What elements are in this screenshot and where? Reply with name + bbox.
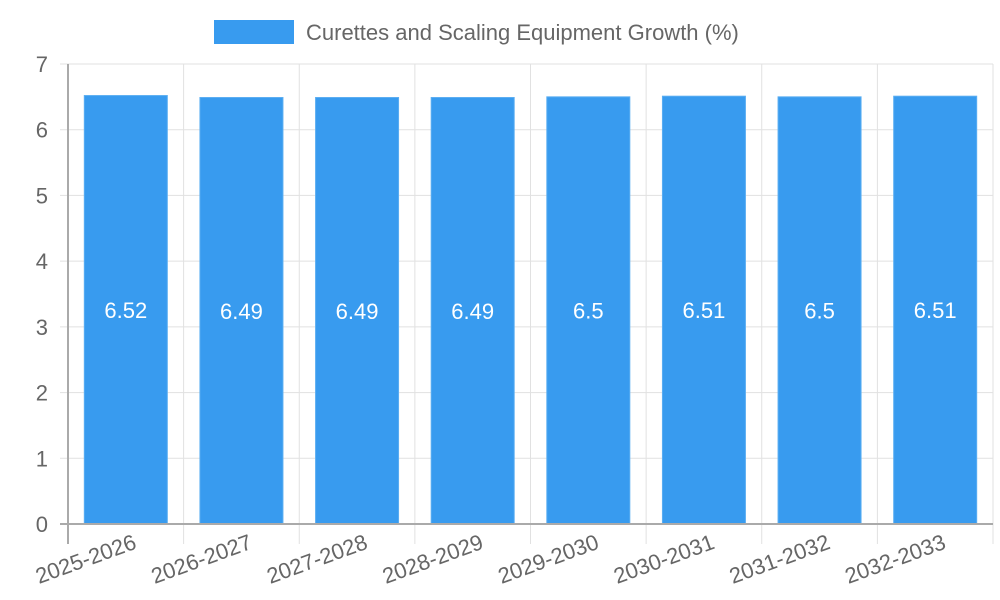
bar-value-label: 6.51 [914,298,957,323]
bar[interactable] [315,97,400,525]
bar[interactable] [83,95,168,525]
y-tick-label: 1 [36,446,48,471]
bar[interactable] [777,96,862,525]
x-tick-label: 2025-2026 [32,529,139,588]
y-tick-label: 4 [36,249,48,274]
bar-value-label: 6.51 [683,298,726,323]
y-tick-label: 2 [36,381,48,406]
y-tick-label: 7 [36,52,48,77]
bars: 6.52 6.49 6.49 6.49 6.5 6.51 6.5 6.51 [83,95,978,525]
bar-value-label: 6.52 [104,298,147,323]
axes [60,64,993,544]
x-tick-label: 2029-2030 [495,529,602,588]
x-tick-label: 2032-2033 [841,529,948,588]
bar-value-label: 6.49 [220,299,263,324]
x-tick-label: 2028-2029 [379,529,486,588]
x-axis-ticks: 2025-2026 2026-2027 2027-2028 2028-2029 2029… [32,529,949,588]
bar-value-label: 6.49 [451,299,494,324]
bar-value-label: 6.5 [804,298,835,323]
y-tick-label: 6 [36,118,48,143]
bar-value-label: 6.49 [336,299,379,324]
x-tick-label: 2027-2028 [263,529,370,588]
x-tick-label: 2030-2031 [610,529,717,588]
legend-label: Curettes and Scaling Equipment Growth (%… [306,20,739,45]
bar-value-label: 6.5 [573,298,604,323]
x-tick-label: 2026-2027 [148,529,255,588]
bar[interactable] [199,97,284,525]
bar[interactable] [430,97,515,525]
legend-swatch [214,20,294,44]
y-tick-label: 0 [36,512,48,537]
legend[interactable]: Curettes and Scaling Equipment Growth (%… [214,20,739,45]
bar[interactable] [661,95,746,525]
y-tick-label: 5 [36,183,48,208]
bar[interactable] [893,95,978,525]
y-axis-ticks: 0 1 2 3 4 5 6 7 [36,52,48,537]
bar[interactable] [546,96,631,525]
y-tick-label: 3 [36,315,48,340]
x-tick-label: 2031-2032 [726,529,833,588]
